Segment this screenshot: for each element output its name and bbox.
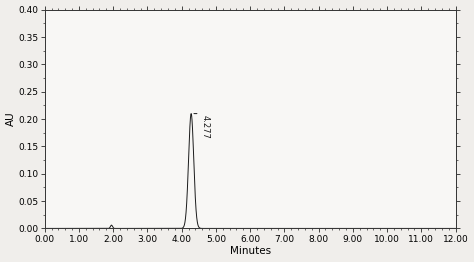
Y-axis label: AU: AU: [6, 112, 16, 126]
X-axis label: Minutes: Minutes: [229, 247, 271, 256]
Text: 4.277: 4.277: [201, 115, 210, 139]
